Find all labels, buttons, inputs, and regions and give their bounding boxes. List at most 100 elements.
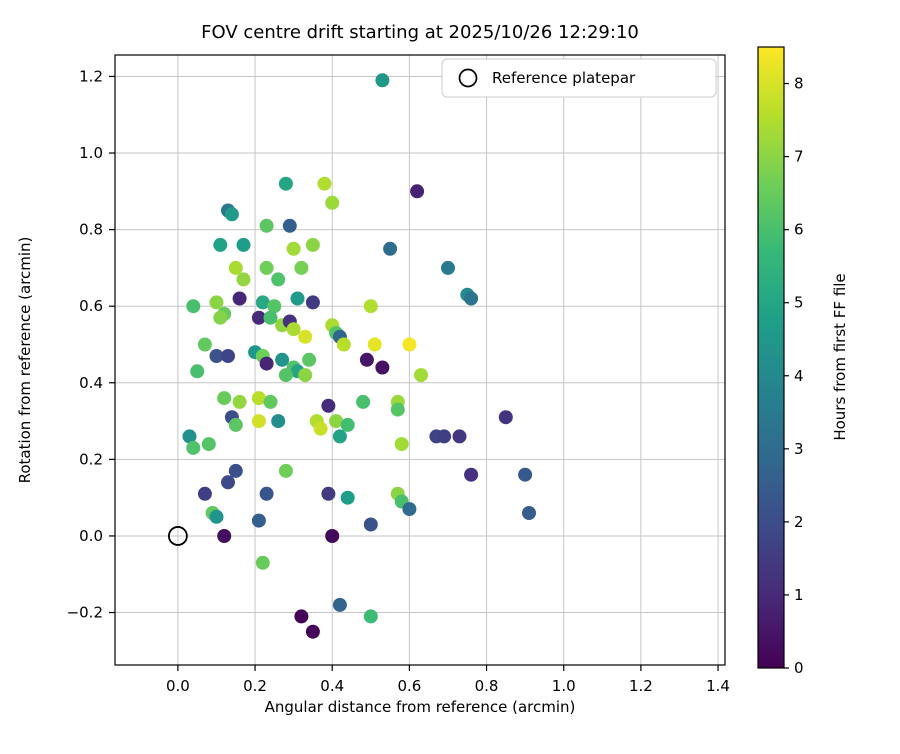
scatter-point [255, 555, 270, 570]
y-tick-label: 0.2 [79, 450, 103, 468]
scatter-point [383, 241, 398, 256]
scatter-point [232, 291, 247, 306]
scatter-point [228, 463, 243, 478]
colorbar-tick-label: 3 [794, 440, 804, 458]
scatter-point [209, 295, 224, 310]
chart-title: FOV centre drift starting at 2025/10/26 … [201, 22, 639, 43]
scatter-point [263, 394, 278, 409]
scatter-point [286, 241, 301, 256]
scatter-point [255, 295, 270, 310]
colorbar-tick-label: 8 [794, 75, 804, 93]
scatter-point [336, 337, 351, 352]
colorbar-tick-label: 1 [794, 586, 804, 604]
scatter-point [294, 260, 309, 275]
y-tick-label: 1.0 [79, 144, 103, 162]
colorbar-gradient [757, 46, 785, 669]
grid-lines [115, 55, 725, 665]
scatter-point [305, 624, 320, 639]
x-tick-label: 0.8 [475, 677, 499, 695]
x-tick-label: 0.2 [243, 677, 267, 695]
colorbar: 0 1 2 3 4 5 6 7 8 Hours from first FF file [757, 46, 849, 677]
legend-box [441, 58, 717, 98]
colorbar-tick-label: 0 [794, 659, 804, 677]
x-tick-label: 1.2 [629, 677, 653, 695]
y-tick-label: 0.0 [79, 527, 103, 545]
scatter-point [190, 364, 205, 379]
scatter-point [340, 417, 355, 432]
scatter-points [182, 73, 536, 639]
x-tick-label: 0.6 [397, 677, 421, 695]
scatter-point [332, 429, 347, 444]
y-tick-label: −0.2 [67, 604, 103, 622]
colorbar-tick-label: 2 [794, 513, 804, 531]
scatter-point [452, 429, 467, 444]
scatter-point [340, 490, 355, 505]
x-tick-label: 1.4 [706, 677, 730, 695]
reference-platepar-circle [167, 526, 188, 546]
colorbar-label: Hours from first FF file [831, 273, 849, 440]
reference-platepar-marker [167, 526, 188, 546]
scatter-point [305, 295, 320, 310]
colorbar-tick-labels: 0 1 2 3 4 5 6 7 8 [794, 75, 804, 677]
scatter-point [263, 310, 278, 325]
scatter-point [375, 73, 390, 88]
scatter-point [298, 368, 313, 383]
scatter-point [228, 260, 243, 275]
y-tick-label: 0.8 [79, 221, 103, 239]
scatter-point [251, 391, 266, 406]
scatter-point [522, 506, 536, 520]
scatter-point [186, 440, 201, 455]
legend: Reference platepar [441, 58, 717, 98]
scatter-point [217, 391, 232, 406]
scatter-point [271, 272, 286, 287]
plot-frame [114, 54, 726, 666]
scatter-point [236, 272, 251, 287]
scatter-point [213, 310, 228, 325]
scatter-point [275, 352, 290, 367]
scatter-point [236, 237, 251, 252]
colorbar-ticks [784, 82, 789, 669]
x-axis-label: Angular distance from reference (arcmin) [265, 698, 576, 716]
scatter-point [402, 502, 417, 517]
scatter-point [259, 260, 274, 275]
scatter-point [251, 414, 266, 429]
scatter-point [278, 368, 293, 383]
scatter-point [325, 195, 340, 210]
scatter-point [282, 218, 297, 233]
scatter-point [278, 463, 293, 478]
x-tick-label: 0.0 [166, 677, 190, 695]
colorbar-tick-label: 4 [794, 367, 804, 385]
axis-tick-labels: 0.0 0.2 0.4 0.6 0.8 1.0 1.2 1.4 −0.2 0.0 0.2 0.4 0.6… [67, 67, 730, 695]
scatter-point [259, 218, 274, 233]
scatter-point [221, 349, 235, 363]
scatter-point [294, 609, 309, 624]
scatter-point [221, 475, 235, 490]
scatter-point [224, 207, 239, 222]
axis-ticks [109, 75, 719, 671]
scatter-point [390, 402, 405, 417]
scatter-point [259, 486, 274, 501]
scatter-point [182, 429, 197, 444]
scatter-point [251, 310, 266, 325]
scatter-point [197, 337, 212, 352]
scatter-point [329, 414, 344, 429]
scatter-point [394, 437, 409, 452]
y-tick-label: 0.4 [79, 374, 103, 392]
scatter-point [363, 609, 378, 624]
scatter-point [197, 486, 212, 501]
scatter-point [363, 299, 378, 314]
colorbar-tick-label: 6 [794, 221, 804, 239]
scatter-point [232, 394, 247, 409]
scatter-point [437, 429, 452, 444]
scatter-point [402, 337, 417, 352]
scatter-point [290, 291, 305, 306]
scatter-point [367, 337, 382, 352]
scatter-point [375, 360, 390, 375]
colorbar-tick-label: 7 [794, 148, 804, 166]
scatter-point [228, 417, 243, 432]
y-tick-label: 0.6 [79, 297, 103, 315]
scatter-point [298, 329, 313, 344]
scatter-point [359, 352, 374, 367]
